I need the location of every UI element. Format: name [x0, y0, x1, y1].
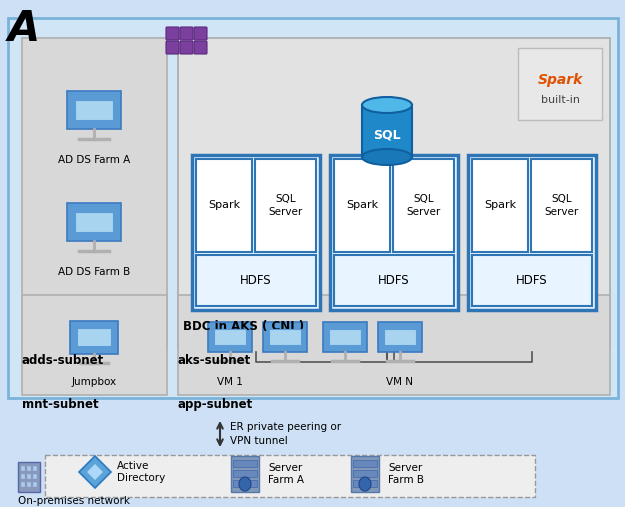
Bar [75, 212, 113, 232]
Text: BDC in AKS ( CNI ): BDC in AKS ( CNI ) [183, 320, 304, 333]
Text: SQL
Server: SQL Server [544, 194, 579, 216]
Text: adds-subnet: adds-subnet [22, 354, 104, 367]
Text: HDFS: HDFS [240, 274, 272, 287]
Text: SQL
Server: SQL Server [269, 194, 302, 216]
Bar [67, 91, 121, 129]
Bar [21, 474, 25, 479]
Bar [329, 329, 361, 345]
Bar [393, 159, 454, 252]
Bar [8, 18, 618, 398]
Text: SQL
Server: SQL Server [406, 194, 441, 216]
Bar [21, 482, 25, 487]
Bar [178, 38, 610, 348]
Bar [353, 470, 377, 477]
Bar [27, 474, 31, 479]
Bar [330, 155, 458, 310]
FancyBboxPatch shape [180, 41, 193, 54]
Text: HDFS: HDFS [516, 274, 548, 287]
Bar [214, 329, 246, 345]
Bar [27, 466, 31, 471]
Text: Server
Farm A: Server Farm A [268, 463, 304, 485]
Bar [468, 155, 596, 310]
Text: AD DS Farm B: AD DS Farm B [58, 267, 130, 277]
Bar [472, 159, 528, 252]
Bar [353, 460, 377, 467]
FancyBboxPatch shape [166, 41, 179, 54]
Text: app-subnet: app-subnet [178, 398, 253, 411]
Bar [67, 203, 121, 241]
FancyBboxPatch shape [194, 27, 207, 40]
Bar [233, 460, 257, 467]
Bar [22, 38, 167, 348]
Text: Active
Directory: Active Directory [117, 461, 165, 483]
Text: On-premises network: On-premises network [18, 496, 130, 506]
Bar [269, 329, 301, 345]
Bar [378, 321, 423, 352]
Text: built-in: built-in [541, 95, 579, 105]
Text: Jumpbox: Jumpbox [71, 377, 116, 387]
Bar [33, 466, 37, 471]
Text: Spark: Spark [484, 200, 516, 210]
Text: VM 1: VM 1 [217, 377, 243, 387]
Bar [70, 320, 118, 353]
Text: HDFS: HDFS [378, 274, 410, 287]
FancyBboxPatch shape [166, 27, 179, 40]
Bar [334, 159, 391, 252]
Bar [18, 462, 40, 492]
Bar [22, 295, 167, 395]
Text: ER private peering or
VPN tunnel: ER private peering or VPN tunnel [230, 422, 341, 446]
Text: AD DS Farm A: AD DS Farm A [58, 155, 130, 165]
Bar [353, 480, 377, 487]
Bar [334, 255, 454, 306]
Ellipse shape [362, 97, 412, 113]
Text: Server
Farm B: Server Farm B [388, 463, 424, 485]
Bar [233, 470, 257, 477]
Bar [75, 100, 113, 120]
Bar [196, 255, 316, 306]
Bar [33, 482, 37, 487]
Bar [45, 455, 535, 497]
Bar [262, 321, 308, 352]
Bar [256, 159, 316, 252]
Text: Spark: Spark [538, 73, 582, 87]
Bar [231, 456, 259, 492]
Ellipse shape [239, 477, 251, 491]
Bar [21, 466, 25, 471]
Bar [178, 295, 610, 395]
Text: SQL: SQL [373, 128, 401, 141]
Polygon shape [86, 463, 104, 481]
Bar [472, 255, 592, 306]
Bar [233, 480, 257, 487]
Bar [518, 48, 602, 120]
Text: Spark: Spark [346, 200, 378, 210]
Bar [192, 155, 320, 310]
Text: Spark: Spark [208, 200, 240, 210]
Bar [351, 456, 379, 492]
Bar [33, 474, 37, 479]
Ellipse shape [362, 149, 412, 165]
Bar [322, 321, 368, 352]
Bar [531, 159, 592, 252]
Text: A: A [8, 8, 40, 50]
Bar [362, 105, 412, 157]
FancyBboxPatch shape [180, 27, 193, 40]
Bar [384, 329, 416, 345]
FancyBboxPatch shape [194, 41, 207, 54]
Text: VM N: VM N [386, 377, 414, 387]
Bar [78, 328, 111, 346]
Text: aks-subnet: aks-subnet [178, 354, 251, 367]
Bar [208, 321, 252, 352]
Ellipse shape [359, 477, 371, 491]
Bar [196, 159, 252, 252]
Polygon shape [79, 456, 111, 488]
Text: mnt-subnet: mnt-subnet [22, 398, 99, 411]
Bar [27, 482, 31, 487]
